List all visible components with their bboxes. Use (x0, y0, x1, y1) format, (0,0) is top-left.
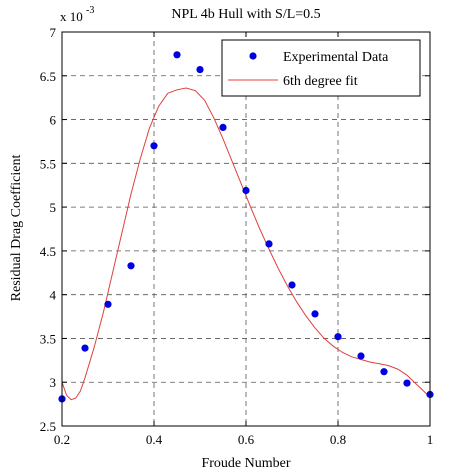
chart-title: NPL 4b Hull with S/L=0.5 (171, 7, 320, 22)
x-tick-label: 0.2 (54, 432, 70, 447)
y-exponent-base: x 10 (60, 9, 83, 24)
y-tick-label: 6 (50, 113, 57, 128)
data-point (104, 300, 112, 308)
y-tick-label: 7 (50, 25, 57, 40)
y-exponent-power: -3 (86, 5, 94, 16)
y-tick-label: 6.5 (40, 69, 56, 84)
y-tick-label: 2.5 (40, 419, 56, 434)
legend: Experimental Data 6th degree fit (221, 39, 421, 97)
x-tick-label: 1 (427, 432, 434, 447)
data-point (403, 379, 411, 387)
data-point (127, 262, 135, 270)
y-tick-label: 5 (50, 200, 57, 215)
legend-marker-experimental (249, 52, 257, 60)
data-point (380, 368, 388, 376)
data-point (81, 344, 89, 352)
plot-frame (61, 31, 431, 427)
data-point (288, 281, 296, 289)
data-point (357, 352, 365, 360)
x-tick-label: 0.6 (238, 432, 255, 447)
data-point (265, 240, 273, 248)
data-points (58, 51, 434, 403)
y-exponent-label: x 10 -3 (60, 5, 94, 24)
grid (62, 32, 430, 426)
y-tick-label: 3.5 (40, 331, 56, 346)
data-point (196, 66, 204, 74)
y-tick-label: 3 (50, 375, 57, 390)
legend-box (221, 39, 421, 97)
y-axis-label: Residual Drag Coefficient (9, 155, 24, 302)
data-point (242, 186, 250, 195)
x-tick-label: 0.8 (330, 432, 346, 447)
x-axis-label: Froude Number (201, 456, 290, 471)
data-point (311, 310, 319, 318)
data-point (334, 333, 342, 341)
y-tick-label: 5.5 (40, 156, 56, 171)
legend-label-experimental: Experimental Data (283, 50, 389, 65)
y-tick-label: 4 (50, 288, 57, 303)
x-tick-label: 0.4 (146, 432, 163, 447)
y-tick-label: 4.5 (40, 244, 56, 259)
data-point (150, 142, 158, 150)
data-point (219, 123, 227, 131)
data-point (173, 51, 181, 59)
legend-label-fit: 6th degree fit (283, 74, 358, 89)
